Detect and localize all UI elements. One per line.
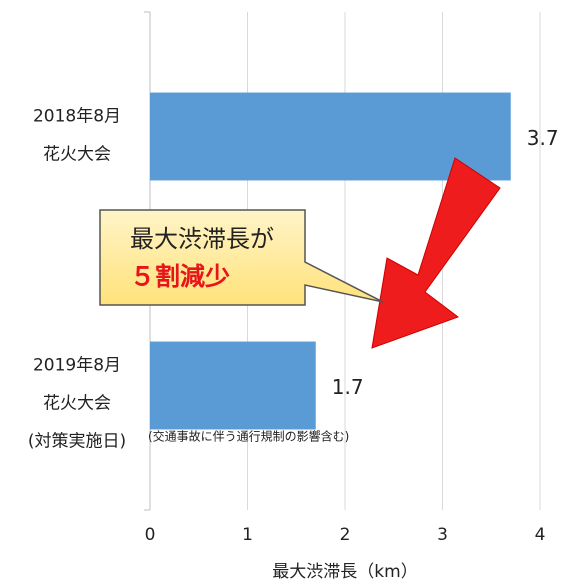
x-tick-label: 1 xyxy=(242,525,253,545)
y-tick-label: 花火大会 xyxy=(43,394,111,414)
callout-line: 最大渋滞長が xyxy=(130,225,274,253)
data-label: 1.7 xyxy=(332,375,364,399)
arrow xyxy=(371,157,501,349)
x-axis-label: 最大渋滞長（km） xyxy=(272,562,417,582)
x-tick-label: 2 xyxy=(340,525,351,545)
x-tick-label: 3 xyxy=(437,525,448,545)
y-tick-label: 花火大会 xyxy=(43,145,111,165)
callout-box xyxy=(99,209,384,306)
y-tick-label: 2019年8月 xyxy=(33,356,121,376)
x-tick-label: 0 xyxy=(145,525,156,545)
y-tick-label: 2018年8月 xyxy=(33,107,121,127)
data-label: 3.7 xyxy=(527,126,559,150)
callout-highlight: ５割減少 xyxy=(130,262,230,291)
y-tick-label: (対策実施日) xyxy=(28,432,126,452)
bar xyxy=(150,341,316,430)
note: (交通事故に伴う通行規制の影響含む) xyxy=(148,429,349,444)
bar xyxy=(150,92,511,181)
x-tick-label: 4 xyxy=(535,525,546,545)
